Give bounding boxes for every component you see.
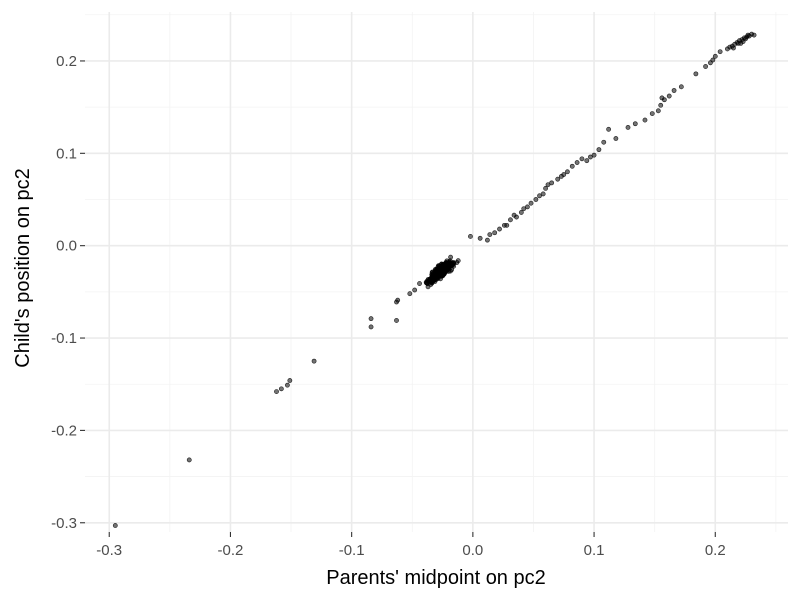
- data-point: [717, 49, 723, 55]
- y-axis-title: Child's position on pc2: [12, 168, 34, 368]
- cluster-point: [448, 254, 453, 260]
- data-point: [569, 163, 575, 169]
- data-point: [574, 160, 580, 165]
- y-tick-label: -0.2: [51, 422, 77, 439]
- data-point: [584, 158, 590, 164]
- data-point: [606, 126, 612, 132]
- data-point: [555, 176, 561, 182]
- y-tick-label: -0.1: [51, 330, 77, 347]
- cluster-point: [448, 268, 453, 274]
- major-gridlines: [85, 12, 788, 532]
- data-point: [497, 226, 502, 232]
- data-point: [565, 169, 570, 175]
- data-point: [671, 88, 677, 93]
- data-point: [533, 197, 539, 202]
- cluster-point: [440, 269, 446, 275]
- data-point: [368, 324, 374, 330]
- data-point: [487, 232, 493, 237]
- minor-gridlines: [85, 12, 788, 532]
- data-point: [521, 206, 527, 212]
- data-point: [311, 358, 317, 364]
- x-tick-label: -0.2: [218, 542, 244, 559]
- data-point: [693, 71, 699, 77]
- data-point: [543, 186, 548, 191]
- x-axis-title: Parents' midpoint on pc2: [326, 567, 546, 589]
- data-point: [588, 154, 593, 160]
- data-point: [477, 235, 483, 241]
- data-point: [395, 297, 401, 303]
- cluster-point: [439, 261, 445, 267]
- data-point: [731, 45, 736, 51]
- data-point: [186, 457, 192, 463]
- data-point: [504, 222, 510, 228]
- data-point: [740, 39, 746, 44]
- data-point: [601, 139, 607, 145]
- data-point: [485, 237, 490, 243]
- axis-ticks: -0.3 -0.2 -0.1 0.0 0.1 0.2 -0.3 -0.2 -0.1 0.0 0.1 0…: [51, 53, 726, 559]
- cluster-point: [454, 260, 460, 265]
- data-point: [712, 53, 718, 59]
- data-point: [514, 214, 519, 220]
- data-point: [368, 316, 374, 322]
- x-tick-label: 0.1: [584, 542, 605, 559]
- data-point: [703, 64, 708, 69]
- data-point: [545, 182, 551, 188]
- data-point: [549, 180, 555, 186]
- data-points: [112, 31, 757, 528]
- data-point: [561, 172, 567, 177]
- dense-point-cluster: [423, 254, 461, 290]
- y-tick-label: 0.0: [56, 238, 77, 255]
- data-point: [655, 108, 661, 114]
- data-point: [678, 84, 684, 90]
- data-point: [632, 121, 638, 127]
- data-point: [508, 217, 513, 223]
- data-point: [394, 318, 399, 323]
- data-point: [525, 204, 530, 210]
- x-tick-label: 0.0: [462, 542, 483, 559]
- y-tick-label: 0.1: [56, 145, 77, 162]
- data-point: [625, 125, 631, 130]
- data-point: [537, 193, 542, 199]
- data-point: [613, 136, 619, 141]
- data-point: [661, 97, 667, 103]
- data-point: [642, 117, 648, 123]
- data-point: [112, 523, 118, 528]
- data-point: [274, 389, 279, 395]
- data-point: [278, 386, 284, 392]
- x-tick-label: 0.2: [705, 542, 726, 559]
- data-point: [468, 234, 473, 239]
- data-point: [540, 191, 546, 197]
- cluster-point: [432, 267, 438, 272]
- cluster-point: [425, 284, 431, 290]
- data-point: [591, 152, 597, 158]
- data-point: [287, 378, 293, 383]
- data-point: [735, 41, 741, 46]
- y-tick-label: 0.2: [56, 53, 77, 70]
- cluster-point: [429, 280, 435, 286]
- data-point: [596, 147, 602, 153]
- x-tick-label: -0.1: [339, 542, 365, 559]
- data-point: [579, 156, 585, 162]
- data-point: [412, 287, 418, 293]
- data-point: [417, 281, 422, 286]
- cluster-point: [447, 263, 453, 269]
- data-point: [658, 102, 664, 108]
- x-tick-label: -0.3: [96, 542, 122, 559]
- data-point: [666, 93, 672, 99]
- data-point: [649, 111, 655, 116]
- cluster-point: [438, 273, 444, 279]
- data-point: [518, 210, 524, 215]
- y-tick-label: -0.3: [51, 515, 77, 532]
- data-point: [492, 230, 498, 236]
- data-point: [528, 200, 534, 206]
- data-point: [710, 57, 716, 63]
- data-point: [285, 382, 290, 388]
- data-point: [751, 32, 757, 38]
- data-point: [407, 291, 413, 297]
